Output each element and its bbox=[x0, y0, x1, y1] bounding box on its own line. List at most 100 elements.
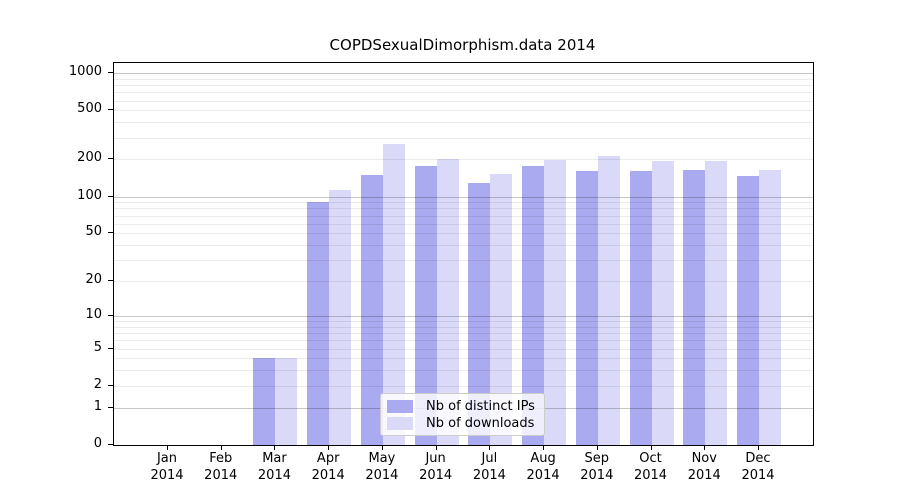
gridline-minor bbox=[114, 233, 813, 235]
bar-downloads bbox=[490, 173, 513, 445]
y-tick-label: 100 bbox=[77, 187, 102, 203]
x-tick-label: Jul 2014 bbox=[472, 451, 506, 483]
y-tick-label: 500 bbox=[77, 101, 102, 117]
gridline-minor bbox=[114, 223, 813, 225]
x-tick-mark bbox=[220, 445, 222, 450]
y-tick-mark bbox=[108, 195, 113, 197]
gridline-minor bbox=[114, 260, 813, 262]
y-tick-mark bbox=[108, 444, 113, 445]
y-tick-label: 0 bbox=[93, 436, 102, 451]
bar-downloads bbox=[759, 170, 781, 445]
bar-downloads bbox=[651, 160, 674, 445]
bar-distinct-ips bbox=[737, 175, 759, 445]
gridline-minor bbox=[114, 202, 813, 204]
x-tick-label: Oct 2014 bbox=[633, 451, 668, 483]
x-tick-label: Nov 2014 bbox=[687, 451, 721, 483]
plot-area bbox=[113, 62, 814, 446]
gridline-minor bbox=[114, 333, 813, 334]
y-tick-label: 5 bbox=[93, 339, 102, 355]
x-tick-mark bbox=[274, 445, 276, 450]
gridline-minor bbox=[114, 358, 813, 360]
y-tick-mark bbox=[108, 314, 113, 316]
y-tick-mark bbox=[108, 384, 113, 386]
y-tick-mark bbox=[108, 72, 113, 73]
legend-item-distinct-ips: Nb of distinct IPs bbox=[387, 399, 536, 414]
y-tick-label: 1 bbox=[93, 398, 102, 414]
x-tick-label: Apr 2014 bbox=[311, 451, 345, 483]
gridline-minor bbox=[114, 370, 813, 372]
gridline-major bbox=[114, 73, 813, 74]
gridline-minor bbox=[114, 281, 813, 283]
bar-downloads bbox=[705, 160, 728, 445]
gridline-minor bbox=[114, 110, 813, 112]
bar-distinct-ips bbox=[683, 170, 706, 445]
gridline-minor bbox=[114, 348, 813, 350]
bar-distinct-ips bbox=[253, 358, 276, 445]
y-tick-mark bbox=[108, 109, 113, 111]
bar-distinct-ips bbox=[468, 182, 491, 445]
x-tick-mark bbox=[167, 445, 168, 450]
legend-label-downloads: Nb of downloads bbox=[426, 416, 535, 431]
gridline-minor bbox=[114, 100, 813, 102]
x-tick-mark bbox=[704, 445, 706, 450]
legend-label-distinct-ips: Nb of distinct IPs bbox=[426, 399, 535, 414]
gridline-minor bbox=[114, 85, 813, 86]
gridline-minor bbox=[114, 245, 813, 246]
gridline-minor bbox=[114, 92, 813, 94]
gridline-minor bbox=[114, 137, 813, 139]
bar-downloads bbox=[382, 143, 405, 445]
bar-downloads bbox=[275, 358, 298, 445]
x-tick-mark bbox=[381, 445, 383, 450]
x-tick-mark bbox=[328, 445, 330, 450]
gridline-minor bbox=[114, 208, 813, 210]
gridline-minor bbox=[114, 321, 813, 322]
gridline-major bbox=[114, 315, 813, 317]
gridline-minor bbox=[114, 215, 813, 217]
y-tick-mark bbox=[108, 406, 113, 408]
bar-downloads bbox=[597, 156, 620, 445]
x-tick-mark bbox=[758, 445, 759, 450]
legend-item-downloads: Nb of downloads bbox=[387, 416, 536, 431]
x-tick-label: Mar 2014 bbox=[257, 451, 291, 483]
bar-distinct-ips bbox=[307, 202, 330, 445]
bar-distinct-ips bbox=[414, 165, 437, 445]
bar-distinct-ips bbox=[629, 170, 652, 445]
x-tick-label: Aug 2014 bbox=[526, 451, 560, 483]
x-tick-label: Jun 2014 bbox=[419, 451, 453, 483]
gridline-minor bbox=[114, 159, 813, 161]
bar-distinct-ips bbox=[360, 174, 383, 445]
x-tick-mark bbox=[435, 445, 437, 450]
y-tick-label: 2 bbox=[93, 376, 102, 392]
x-tick-label: Dec 2014 bbox=[741, 451, 775, 483]
y-tick-label: 50 bbox=[85, 224, 102, 240]
y-tick-label: 1000 bbox=[68, 64, 102, 79]
y-tick-mark bbox=[108, 280, 113, 282]
y-tick-label: 20 bbox=[85, 272, 102, 288]
x-tick-mark bbox=[543, 445, 545, 450]
chart-title: COPDSexualDimorphism.data 2014 bbox=[329, 36, 596, 54]
gridline-major bbox=[114, 196, 813, 198]
bar-downloads bbox=[544, 159, 567, 445]
bar-distinct-ips bbox=[575, 170, 598, 445]
gridline-minor bbox=[114, 385, 813, 387]
gridline-minor bbox=[114, 340, 813, 342]
bar-downloads bbox=[329, 190, 352, 445]
y-tick-mark bbox=[108, 347, 113, 349]
x-tick-label: Jan 2014 bbox=[150, 451, 184, 483]
x-tick-mark bbox=[650, 445, 652, 450]
x-tick-mark bbox=[489, 445, 491, 450]
x-tick-mark bbox=[596, 445, 598, 450]
y-tick-mark bbox=[108, 158, 113, 160]
x-tick-label: May 2014 bbox=[365, 451, 399, 483]
gridline-minor bbox=[114, 326, 813, 328]
y-tick-mark bbox=[108, 232, 113, 234]
y-tick-label: 200 bbox=[77, 150, 102, 166]
y-tick-label: 10 bbox=[85, 306, 102, 322]
legend-swatch-downloads-icon bbox=[387, 417, 413, 430]
x-tick-label: Sep 2014 bbox=[580, 451, 614, 483]
legend-swatch-distinct-ips-icon bbox=[387, 400, 413, 413]
gridline-minor bbox=[114, 122, 813, 124]
x-tick-label: Feb 2014 bbox=[204, 451, 238, 483]
bar-downloads bbox=[436, 158, 459, 445]
